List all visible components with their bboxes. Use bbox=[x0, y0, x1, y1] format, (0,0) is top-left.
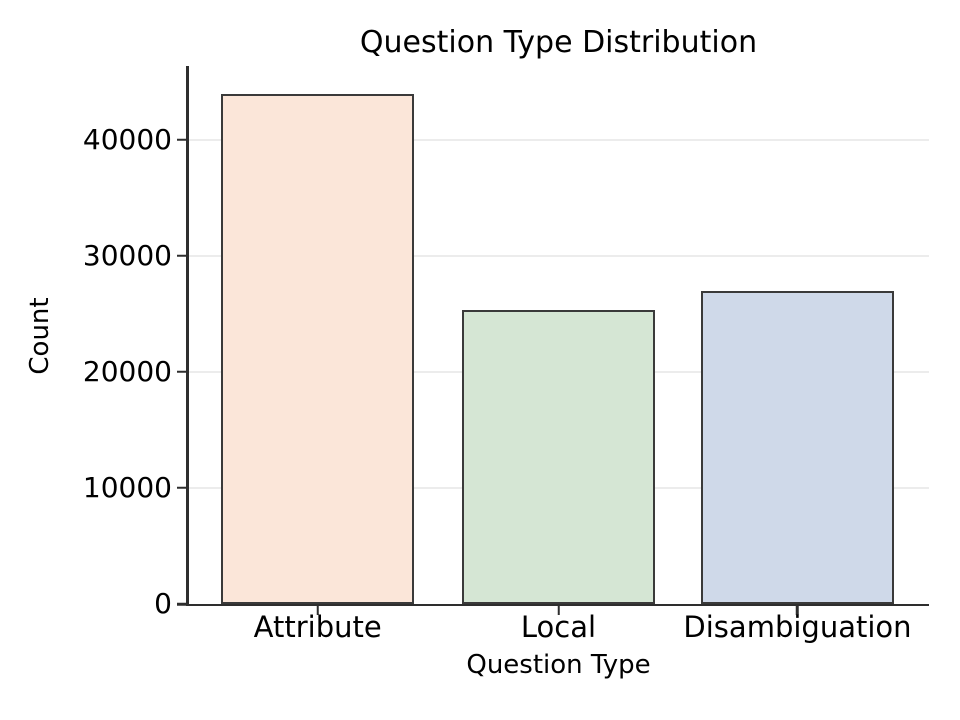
x-tick-label-local: Local bbox=[520, 610, 597, 644]
y-tick-mark bbox=[177, 370, 187, 374]
y-tick-label: 20000 bbox=[82, 354, 172, 388]
y-tick-mark bbox=[177, 602, 187, 606]
y-tick-label: 40000 bbox=[82, 122, 172, 156]
bar-attribute bbox=[221, 93, 415, 604]
gridline bbox=[188, 138, 929, 141]
x-tick-mark bbox=[557, 606, 560, 615]
y-tick-label: 30000 bbox=[82, 238, 172, 272]
y-tick-label: 0 bbox=[154, 587, 172, 620]
chart-title: Question Type Distribution bbox=[359, 25, 758, 60]
y-axis-spine bbox=[186, 66, 189, 606]
x-axis-spine bbox=[186, 603, 929, 606]
y-axis-label: Count bbox=[25, 297, 55, 375]
y-tick-label: 10000 bbox=[82, 470, 172, 504]
x-tick-label-disambiguation: Disambiguation bbox=[683, 610, 912, 644]
bar-local bbox=[461, 310, 655, 604]
bar-disambiguation bbox=[700, 290, 894, 604]
x-tick-mark bbox=[316, 606, 319, 615]
x-axis-label: Question Type bbox=[466, 650, 651, 680]
plot-area bbox=[188, 68, 929, 604]
y-tick-mark bbox=[177, 486, 187, 490]
y-tick-mark bbox=[177, 254, 187, 258]
x-tick-mark bbox=[796, 606, 799, 615]
y-tick-mark bbox=[177, 138, 187, 142]
x-tick-label-attribute: Attribute bbox=[253, 610, 382, 644]
gridline bbox=[188, 254, 929, 257]
